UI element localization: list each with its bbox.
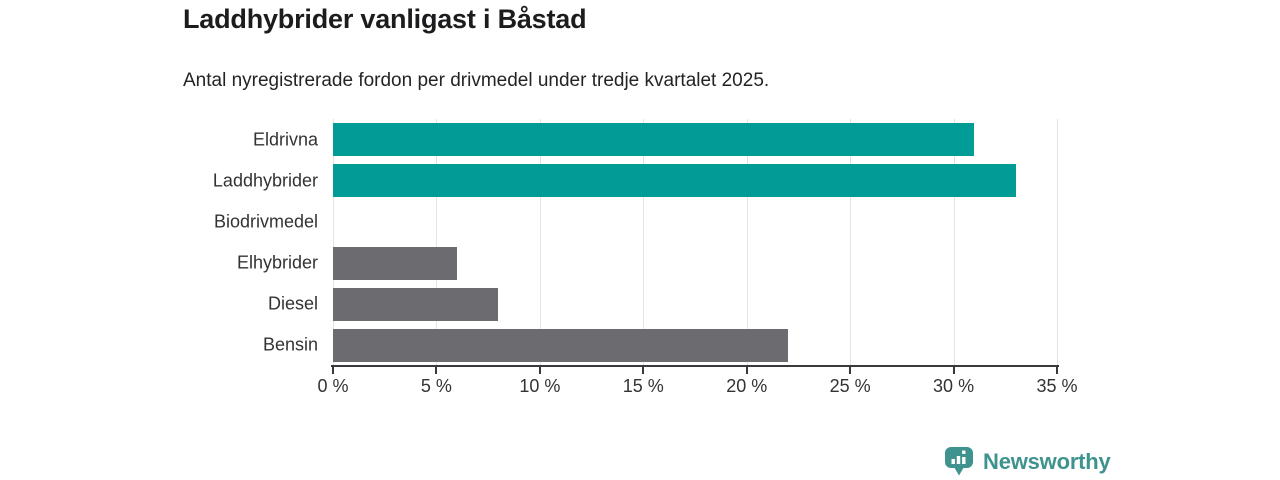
gridline-5	[436, 119, 438, 366]
tick-mark-10	[538, 367, 541, 374]
tick-mark-20	[745, 367, 748, 374]
tick-label-25: 25 %	[829, 376, 871, 396]
bar-row-bensin: Bensin	[263, 325, 1057, 366]
bar-row-biodrivmedel: Biodrivmedel	[214, 201, 1057, 242]
gridline-20	[746, 119, 748, 366]
gridline-30	[953, 119, 955, 366]
plot-area: Eldrivna Laddhybrider Biodrivmedel Elhybrid…	[213, 119, 1058, 366]
category-label-elhybrider: Elhybrider	[236, 252, 318, 273]
newsworthy-logo-icon	[945, 447, 973, 476]
newsworthy-logo-text: Newsworthy	[983, 448, 1111, 474]
tick-mark-35	[1056, 367, 1058, 374]
gridline-10	[539, 119, 541, 366]
category-label-eldrivna: Eldrivna	[252, 129, 318, 150]
bar-row-laddhybrider: Laddhybrider	[213, 160, 1057, 201]
bar-elhybrider	[333, 246, 458, 280]
category-label-laddhybrider: Laddhybrider	[212, 170, 318, 191]
gridline-25	[850, 119, 852, 366]
gridline-0	[333, 119, 334, 366]
bar-row-diesel: Diesel	[268, 284, 1057, 325]
tick-mark-0	[332, 367, 334, 374]
tick-mark-15	[642, 367, 645, 374]
category-label-diesel: Diesel	[267, 293, 318, 314]
bar-row-eldrivna: Eldrivna	[253, 119, 1057, 160]
tick-label-5: 5 %	[420, 376, 452, 396]
tick-mark-25	[849, 367, 852, 374]
x-axis-line	[331, 365, 1059, 367]
tick-label-15: 15 %	[622, 376, 664, 396]
chart-title: Laddhybrider vanligast i Båstad	[183, 4, 587, 34]
bar-diesel	[333, 287, 499, 321]
tick-label-35: 35 %	[1036, 376, 1078, 396]
category-label-bensin: Bensin	[262, 334, 318, 355]
tick-label-10: 10 %	[519, 376, 561, 396]
bar-laddhybrider	[333, 164, 1016, 198]
tick-label-20: 20 %	[726, 376, 768, 396]
tick-label-0: 0 %	[317, 376, 349, 396]
chart-subtitle: Antal nyregistrerade fordon per drivmede…	[183, 70, 770, 91]
gridline-35	[1057, 119, 1058, 366]
tick-mark-5	[435, 367, 438, 374]
tick-mark-30	[952, 367, 955, 374]
category-label-biodrivmedel: Biodrivmedel	[213, 211, 318, 232]
gridline-15	[643, 119, 645, 366]
newsworthy-logo: Newsworthy	[944, 446, 1111, 477]
bar-row-elhybrider: Elhybrider	[237, 243, 1057, 284]
bar-eldrivna	[333, 123, 975, 157]
bar-bensin	[333, 328, 789, 362]
tick-label-30: 30 %	[933, 376, 975, 396]
